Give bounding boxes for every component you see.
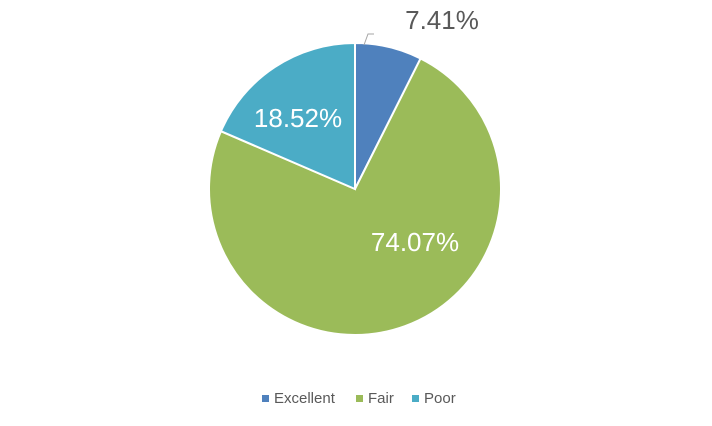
- legend: Excellent Fair Poor: [262, 390, 456, 407]
- legend-swatch: [262, 395, 269, 402]
- legend-label: Fair: [368, 390, 394, 407]
- legend-swatch: [412, 395, 419, 402]
- value-label: 74.07%: [371, 227, 459, 257]
- slices: [208, 41, 502, 336]
- legend-swatch: [356, 395, 363, 402]
- legend-label: Poor: [424, 390, 456, 407]
- pie-slice: [219, 41, 356, 191]
- legend-label: Excellent: [274, 390, 336, 407]
- leader-line: [363, 33, 374, 46]
- value-label: 18.52%: [254, 103, 342, 133]
- pie-slice: [208, 57, 502, 336]
- value-label: 7.41%: [405, 5, 479, 35]
- labels: 7.41% 74.07% 18.52%: [254, 5, 479, 257]
